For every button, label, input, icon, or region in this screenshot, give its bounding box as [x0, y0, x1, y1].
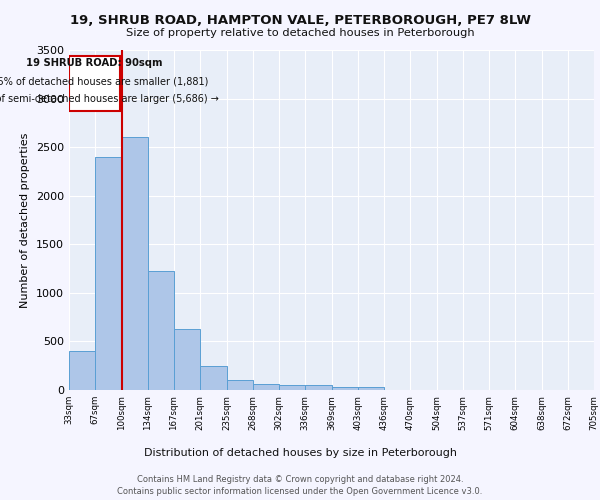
Bar: [121, 138, 148, 390]
Bar: [358, 387, 384, 390]
Bar: [69, 351, 95, 390]
Bar: [95, 157, 121, 390]
Text: Contains HM Land Registry data © Crown copyright and database right 2024.: Contains HM Land Registry data © Crown c…: [137, 476, 463, 484]
Bar: [227, 380, 253, 390]
Text: Size of property relative to detached houses in Peterborough: Size of property relative to detached ho…: [125, 28, 475, 38]
Bar: [69, 56, 120, 111]
Bar: [253, 384, 279, 390]
Text: 19, SHRUB ROAD, HAMPTON VALE, PETERBOROUGH, PE7 8LW: 19, SHRUB ROAD, HAMPTON VALE, PETERBOROU…: [70, 14, 530, 27]
Text: 74% of semi-detached houses are larger (5,686) →: 74% of semi-detached houses are larger (…: [0, 94, 218, 104]
Text: 19 SHRUB ROAD: 90sqm: 19 SHRUB ROAD: 90sqm: [26, 58, 163, 68]
Bar: [331, 387, 358, 390]
Bar: [200, 366, 227, 390]
Text: Distribution of detached houses by size in Peterborough: Distribution of detached houses by size …: [143, 448, 457, 458]
Bar: [148, 270, 174, 390]
Bar: [305, 385, 331, 390]
Y-axis label: Number of detached properties: Number of detached properties: [20, 132, 31, 308]
Bar: [279, 384, 305, 390]
Text: Contains public sector information licensed under the Open Government Licence v3: Contains public sector information licen…: [118, 486, 482, 496]
Text: ← 25% of detached houses are smaller (1,881): ← 25% of detached houses are smaller (1,…: [0, 76, 209, 86]
Bar: [174, 329, 200, 390]
